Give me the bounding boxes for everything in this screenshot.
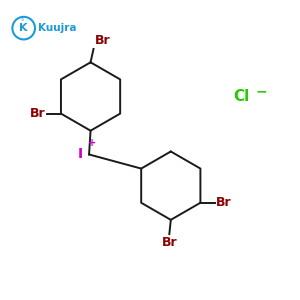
Text: I: I — [77, 148, 83, 161]
Text: −: − — [256, 84, 267, 98]
Text: K: K — [20, 23, 28, 33]
Text: Br: Br — [30, 107, 45, 120]
Text: Br: Br — [216, 196, 232, 209]
Text: Kuujra: Kuujra — [38, 23, 76, 33]
Text: Br: Br — [94, 34, 110, 47]
Text: °: ° — [21, 20, 24, 26]
Text: Cl: Cl — [233, 89, 250, 104]
Text: +: + — [88, 138, 96, 148]
Text: Br: Br — [161, 236, 177, 250]
